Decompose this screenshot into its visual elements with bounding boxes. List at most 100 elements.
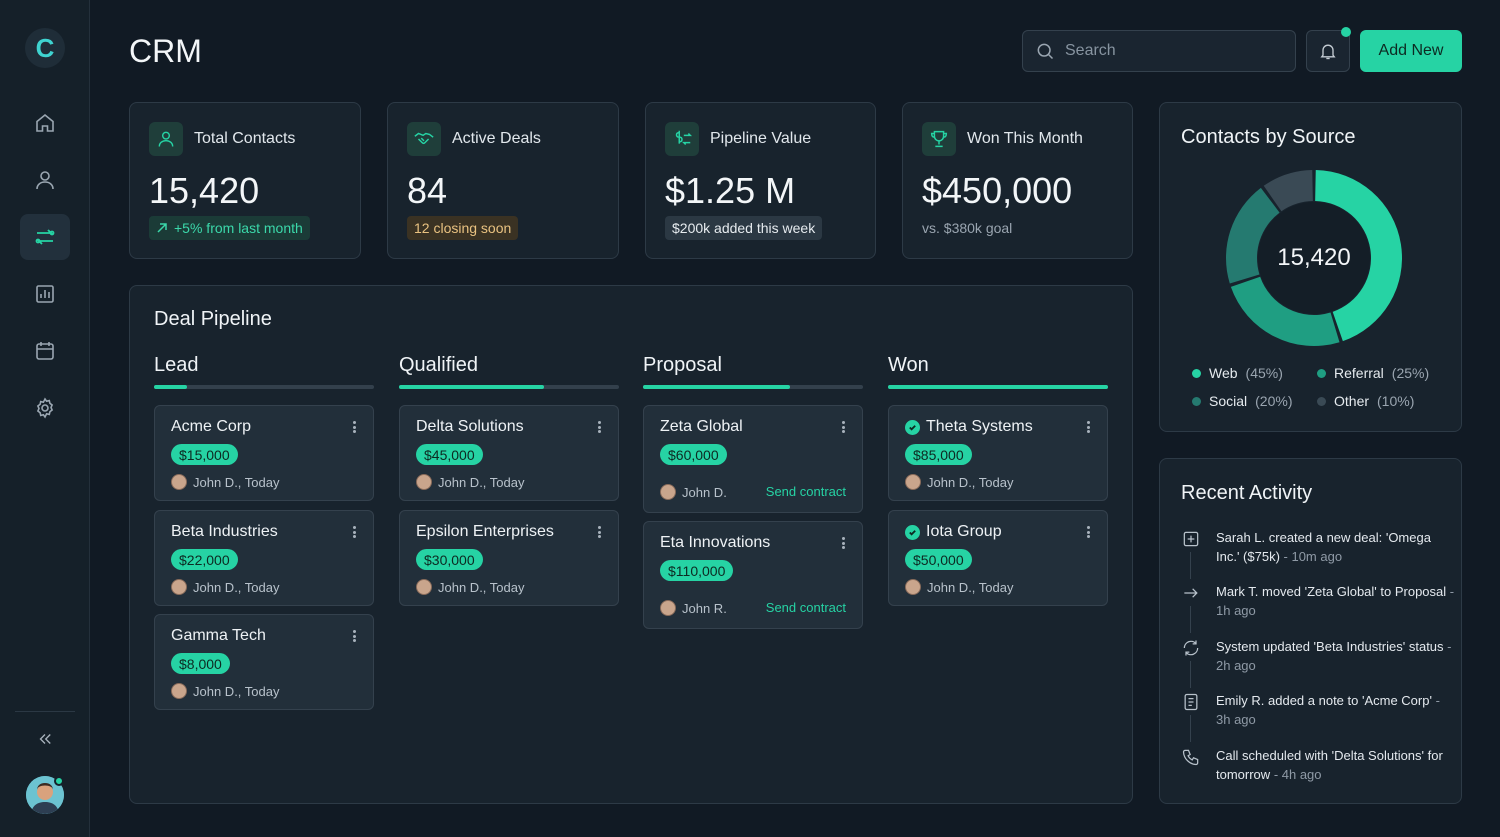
pipeline-column-title: Won [888, 354, 929, 376]
stat-label: Total Contacts [194, 130, 296, 147]
deal-amount: $110,000 [660, 560, 734, 581]
deal-menu-icon[interactable] [347, 419, 361, 435]
user-icon [158, 131, 174, 147]
deal-amount: $60,000 [660, 444, 727, 465]
sidebar-item-settings[interactable] [20, 385, 70, 431]
search-input[interactable] [1065, 42, 1265, 60]
app-logo[interactable]: C [25, 28, 65, 68]
deal-card[interactable]: Iota Group $50,000 John D., Today [888, 510, 1108, 606]
activity-text: Mark T. moved 'Zeta Global' to Proposal [1216, 584, 1447, 599]
stat-value: $450,000 [922, 170, 1073, 211]
deal-card[interactable]: Gamma Tech $8,000 John D., Today [154, 614, 374, 710]
check-circle-icon [905, 419, 920, 435]
stat-value: 84 [407, 170, 448, 211]
deal-menu-icon[interactable] [836, 535, 850, 551]
owner-text: John D., Today [438, 474, 525, 490]
legend-dot [1317, 368, 1326, 378]
sidebar-item-deals[interactable] [20, 214, 70, 260]
deal-card[interactable]: Eta Innovations $110,000 John R. Send co… [643, 521, 863, 629]
notification-badge [1341, 27, 1351, 37]
deal-menu-icon[interactable] [836, 419, 850, 435]
deal-card[interactable]: Theta Systems $85,000 John D., Today [888, 405, 1108, 501]
deal-name-row: Iota Group [905, 523, 1002, 541]
deal-card[interactable]: Zeta Global $60,000 John D. Send contrac… [643, 405, 863, 513]
deal-menu-icon[interactable] [1081, 419, 1095, 435]
notifications-button[interactable] [1306, 30, 1350, 72]
trophy-icon [930, 130, 948, 148]
trend-up-icon [157, 223, 167, 233]
stat-sub: +5% from last month [174, 220, 303, 236]
activity-text-wrap: Emily R. added a note to 'Acme Corp' - 3… [1216, 691, 1456, 729]
double-chevron-left-icon [39, 734, 51, 744]
legend-label: Other [1334, 393, 1370, 409]
legend-pct: (45%) [1245, 365, 1283, 381]
phone-icon [1180, 746, 1202, 768]
deal-menu-icon[interactable] [347, 628, 361, 644]
sidebar-item-calendar[interactable] [20, 328, 70, 374]
online-status-dot [54, 776, 64, 786]
owner-text: John D., Today [193, 683, 280, 699]
timeline-connector [1190, 715, 1191, 742]
deal-name: Eta Innovations [660, 534, 771, 551]
deal-menu-icon[interactable] [347, 524, 361, 540]
deal-name: Iota Group [926, 523, 1002, 540]
add-new-button[interactable]: Add New [1360, 30, 1462, 72]
deal-menu-icon[interactable] [592, 524, 606, 540]
pipeline-progress-track [888, 385, 1108, 389]
user-icon [36, 171, 54, 190]
activity-text: Call scheduled with 'Delta Solutions' fo… [1216, 748, 1443, 782]
pipeline-progress-fill [154, 385, 187, 389]
sidebar-item-contacts[interactable] [20, 157, 70, 203]
legend-pct: (10%) [1377, 393, 1415, 409]
collapse-sidebar-button[interactable] [32, 728, 58, 750]
activity-text: Emily R. added a note to 'Acme Corp' [1216, 693, 1432, 708]
send-contract-link[interactable]: Send contract [765, 484, 846, 499]
bar-chart-icon [36, 285, 54, 303]
deal-owner: John D., Today [416, 579, 524, 595]
deal-name: Epsilon Enterprises [416, 523, 554, 540]
deal-amount: $85,000 [905, 444, 972, 465]
legend-label: Referral [1334, 365, 1384, 381]
owner-avatar [171, 579, 187, 595]
bell-icon [1320, 44, 1336, 60]
search-box[interactable] [1022, 30, 1296, 72]
stat-card-active-deals: Active Deals 84 12 closing soon [387, 102, 619, 259]
activity-text: Sarah L. created a new deal: 'Omega Inc.… [1216, 530, 1431, 564]
user-avatar[interactable] [26, 776, 64, 814]
deal-card[interactable]: Epsilon Enterprises $30,000 John D., Tod… [399, 510, 619, 606]
sidebar-item-reports[interactable] [20, 271, 70, 317]
deal-owner: John D., Today [905, 474, 1013, 490]
sidebar: C [0, 0, 90, 837]
send-contract-link[interactable]: Send contract [765, 600, 846, 615]
deal-card[interactable]: Delta Solutions $45,000 John D., Today [399, 405, 619, 501]
pipeline-column-title: Lead [154, 354, 199, 376]
stat-value: 15,420 [149, 170, 260, 211]
stat-card-total-contacts: Total Contacts 15,420 +5% from last mont… [129, 102, 361, 259]
deal-name: Gamma Tech [171, 627, 266, 644]
sidebar-item-home[interactable] [20, 100, 70, 146]
deal-name: Delta Solutions [416, 418, 524, 435]
stat-icon-wrap [407, 122, 441, 156]
deal-name: Theta Systems [926, 418, 1033, 435]
deal-menu-icon[interactable] [592, 419, 606, 435]
gear-icon [36, 397, 54, 419]
legend-item-web: Web (45%) [1192, 365, 1283, 381]
deal-menu-icon[interactable] [1081, 524, 1095, 540]
activity-text-wrap: System updated 'Beta Industries' status … [1216, 637, 1456, 675]
owner-text: John D., Today [193, 474, 280, 490]
legend-pct: (25%) [1391, 365, 1430, 381]
legend-dot [1192, 368, 1201, 378]
donut-slice-social [1226, 187, 1280, 284]
deal-amount: $50,000 [905, 549, 972, 570]
deal-name-row: Theta Systems [905, 418, 1033, 436]
deal-name: Beta Industries [171, 523, 278, 540]
deal-card[interactable]: Beta Industries $22,000 John D., Today [154, 510, 374, 606]
stat-icon-wrap [149, 122, 183, 156]
pipeline-progress-fill [399, 385, 545, 389]
owner-text: John R. [682, 600, 727, 616]
deal-card[interactable]: Acme Corp $15,000 John D., Today [154, 405, 374, 501]
pipeline-progress-fill [643, 385, 791, 389]
timeline-connector [1190, 606, 1191, 633]
owner-avatar [660, 484, 676, 500]
stat-sub-badge: $200k added this week [665, 216, 823, 240]
